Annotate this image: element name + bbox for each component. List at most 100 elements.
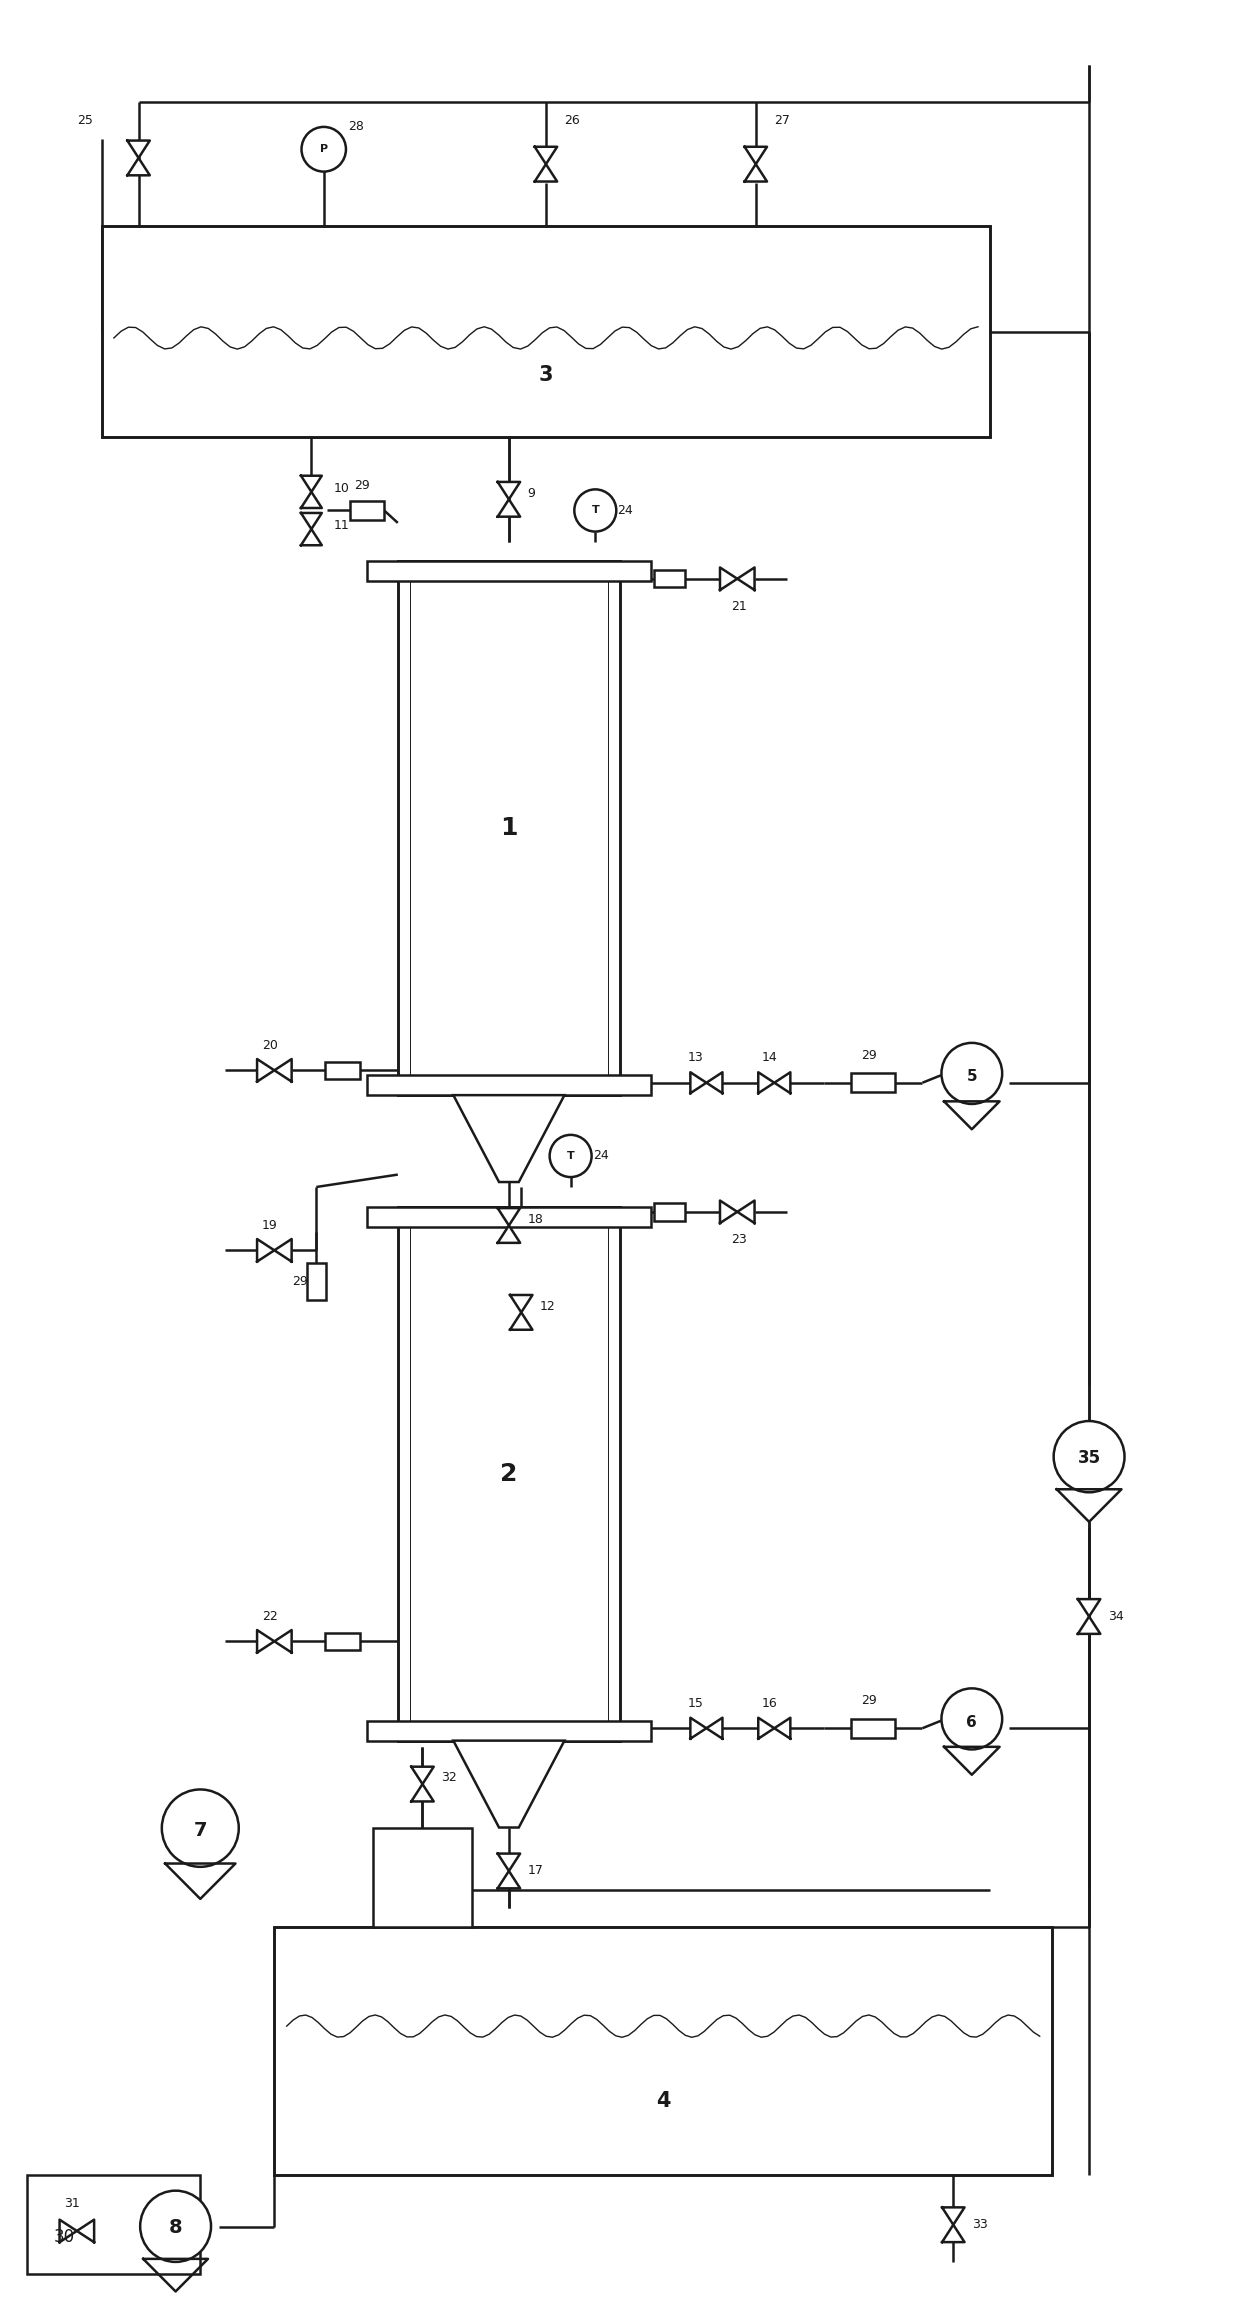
- Polygon shape: [165, 1865, 236, 1899]
- Text: T: T: [591, 506, 599, 516]
- Polygon shape: [510, 1312, 532, 1331]
- Polygon shape: [534, 147, 557, 163]
- Text: 26: 26: [564, 115, 580, 127]
- Text: 9: 9: [527, 486, 536, 500]
- Bar: [410, 1206, 608, 1740]
- Text: 34: 34: [1107, 1609, 1123, 1623]
- Text: 35: 35: [1078, 1448, 1101, 1466]
- Polygon shape: [1078, 1616, 1100, 1634]
- Polygon shape: [942, 2208, 965, 2224]
- Text: 24: 24: [618, 504, 634, 518]
- Bar: [410, 562, 608, 1096]
- Bar: [367, 1206, 651, 1227]
- Polygon shape: [691, 1717, 707, 1738]
- Text: 3: 3: [538, 366, 553, 384]
- Text: 7: 7: [193, 1821, 207, 1839]
- Bar: [367, 1722, 651, 1740]
- Bar: [398, 1206, 620, 1740]
- Text: 4: 4: [656, 2090, 671, 2111]
- Circle shape: [162, 1789, 239, 1867]
- Polygon shape: [691, 1073, 707, 1093]
- Polygon shape: [257, 1630, 274, 1653]
- Polygon shape: [738, 569, 755, 589]
- Polygon shape: [738, 1202, 755, 1222]
- Text: 19: 19: [262, 1220, 278, 1232]
- Text: 14: 14: [761, 1052, 777, 1064]
- Circle shape: [1054, 1420, 1125, 1492]
- Polygon shape: [744, 163, 768, 182]
- Text: 5: 5: [966, 1068, 977, 1084]
- Text: 29: 29: [861, 1694, 877, 1708]
- Text: 1: 1: [500, 817, 517, 840]
- Polygon shape: [510, 1296, 532, 1312]
- Bar: [325, 1061, 360, 1080]
- Polygon shape: [301, 529, 322, 546]
- Text: 29: 29: [291, 1275, 308, 1287]
- Text: 12: 12: [539, 1301, 556, 1312]
- Polygon shape: [1078, 1600, 1100, 1616]
- Polygon shape: [128, 140, 150, 159]
- Text: T: T: [567, 1151, 574, 1160]
- Polygon shape: [454, 1096, 564, 1181]
- Polygon shape: [412, 1766, 434, 1784]
- Bar: [274, 1927, 1052, 2175]
- Text: 13: 13: [688, 1052, 703, 1064]
- Bar: [308, 1264, 326, 1301]
- Text: 22: 22: [262, 1609, 278, 1623]
- Bar: [367, 562, 651, 580]
- Text: 17: 17: [527, 1865, 543, 1878]
- Polygon shape: [944, 1747, 999, 1775]
- Polygon shape: [497, 1853, 520, 1872]
- Bar: [398, 562, 620, 1096]
- Polygon shape: [128, 159, 150, 175]
- Circle shape: [301, 127, 346, 173]
- Bar: [852, 1720, 895, 1738]
- Bar: [852, 1073, 895, 1091]
- Circle shape: [140, 2192, 211, 2263]
- Polygon shape: [454, 1740, 564, 1828]
- Text: 29: 29: [861, 1050, 877, 1061]
- Bar: [653, 571, 684, 587]
- Text: 31: 31: [64, 2196, 81, 2210]
- Text: 16: 16: [761, 1697, 777, 1710]
- Polygon shape: [720, 1202, 738, 1222]
- Polygon shape: [497, 1225, 520, 1243]
- Polygon shape: [942, 2224, 965, 2242]
- Polygon shape: [274, 1630, 291, 1653]
- Text: 10: 10: [334, 481, 350, 495]
- Bar: [367, 1075, 651, 1096]
- Text: 18: 18: [527, 1213, 543, 1225]
- Text: 2: 2: [500, 1462, 517, 1485]
- Polygon shape: [774, 1073, 790, 1093]
- Bar: [325, 1632, 360, 1651]
- Text: 6: 6: [966, 1715, 977, 1729]
- Text: 21: 21: [732, 599, 746, 612]
- Text: 28: 28: [348, 120, 365, 134]
- Polygon shape: [744, 147, 768, 163]
- Polygon shape: [758, 1717, 774, 1738]
- Circle shape: [574, 490, 616, 532]
- Text: 23: 23: [732, 1232, 746, 1245]
- Polygon shape: [774, 1717, 790, 1738]
- Polygon shape: [257, 1238, 274, 1261]
- Text: 27: 27: [774, 115, 790, 127]
- Circle shape: [941, 1043, 1002, 1105]
- Polygon shape: [497, 1872, 520, 1888]
- Text: 30: 30: [53, 2228, 76, 2247]
- Polygon shape: [497, 500, 520, 516]
- Polygon shape: [257, 1059, 274, 1082]
- Polygon shape: [77, 2219, 94, 2242]
- Polygon shape: [274, 1059, 291, 1082]
- Text: 25: 25: [77, 115, 93, 127]
- Bar: [27, 2175, 201, 2274]
- Text: 29: 29: [355, 479, 371, 493]
- Polygon shape: [143, 2258, 208, 2290]
- Text: 15: 15: [688, 1697, 704, 1710]
- Polygon shape: [274, 1238, 291, 1261]
- Bar: [102, 226, 991, 437]
- Polygon shape: [758, 1073, 774, 1093]
- Polygon shape: [412, 1784, 434, 1802]
- Polygon shape: [301, 513, 322, 529]
- Polygon shape: [720, 569, 738, 589]
- Bar: [373, 1828, 472, 1927]
